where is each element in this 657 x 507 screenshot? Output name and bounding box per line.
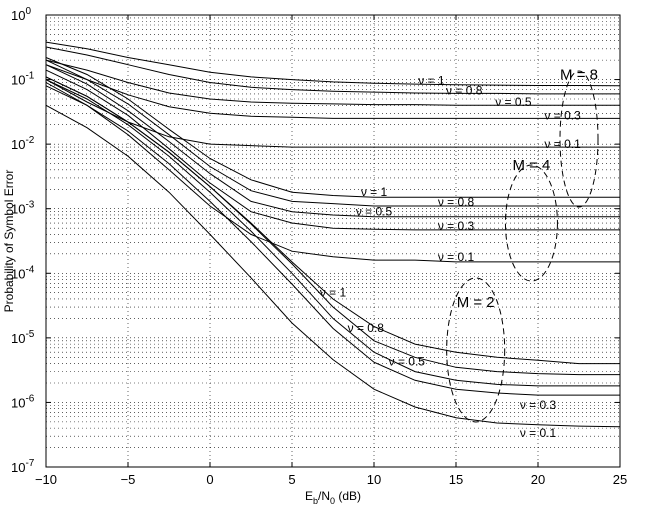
y-tick-exponent: -2 bbox=[25, 135, 34, 146]
y-tick-base: 10 bbox=[11, 202, 25, 217]
x-tick-label: 15 bbox=[449, 472, 463, 487]
axis-ticks: −10 −5 0 5 10 15 20 2510010-110-210-310-410-510… bbox=[11, 6, 627, 487]
curve-label: ν = 0.3 bbox=[544, 108, 581, 122]
x-axis-label-main: E bbox=[305, 489, 313, 503]
y-tick-label: 100 bbox=[11, 6, 31, 23]
curves bbox=[45, 41, 621, 428]
y-tick-exponent: 0 bbox=[25, 6, 31, 17]
y-tick-exponent: -4 bbox=[25, 264, 34, 275]
curve-label: ν = 1 bbox=[320, 286, 347, 300]
curve bbox=[45, 57, 620, 198]
y-tick-label: 10-1 bbox=[11, 71, 35, 88]
y-tick-base: 10 bbox=[11, 460, 25, 475]
curve-label: ν = 0.1 bbox=[544, 137, 581, 151]
curve bbox=[45, 46, 620, 95]
y-tick-label: 10-4 bbox=[11, 264, 35, 281]
x-tick-label: 10 bbox=[367, 472, 381, 487]
y-tick-exponent: -1 bbox=[25, 71, 34, 82]
x-tick-label: 25 bbox=[613, 472, 627, 487]
curve bbox=[45, 59, 620, 106]
curve-label: ν = 1 bbox=[361, 185, 388, 199]
y-axis-label: Probability of Symbol Error bbox=[2, 170, 16, 313]
y-tick-exponent: -7 bbox=[25, 458, 34, 469]
curve bbox=[45, 59, 620, 207]
curve bbox=[45, 41, 621, 87]
y-tick-label: 10-3 bbox=[11, 200, 35, 217]
y-tick-exponent: -5 bbox=[25, 329, 34, 340]
curve-label: ν = 0.5 bbox=[389, 354, 426, 368]
curve-labels: ν = 1ν = 0.8ν = 0.5ν = 0.3ν = 0.1ν = 1ν … bbox=[320, 73, 581, 439]
group-ellipse bbox=[559, 70, 599, 208]
group-label: M = 8 bbox=[560, 67, 598, 84]
curve bbox=[45, 76, 620, 376]
y-tick-label: 10-6 bbox=[11, 393, 35, 410]
curve-label: ν = 0.1 bbox=[520, 426, 557, 440]
curve-label: ν = 0.8 bbox=[446, 83, 483, 97]
y-tick-label: 10-5 bbox=[11, 329, 35, 346]
curve-label: ν = 0.3 bbox=[438, 219, 475, 233]
y-tick-base: 10 bbox=[11, 8, 25, 23]
y-tick-label: 10-7 bbox=[11, 458, 35, 475]
y-tick-base: 10 bbox=[11, 266, 25, 281]
x-tick-label: −5 bbox=[121, 472, 136, 487]
group-ellipse bbox=[446, 277, 506, 423]
plot-frame bbox=[45, 14, 621, 468]
curve-label: ν = 0.8 bbox=[348, 321, 385, 335]
group-ellipses: M = 8 M = 4 M = 2 bbox=[446, 67, 599, 423]
y-tick-base: 10 bbox=[11, 137, 25, 152]
curve-label: ν = 0.1 bbox=[438, 250, 475, 264]
group-label: M = 2 bbox=[457, 294, 495, 311]
curve bbox=[45, 79, 620, 387]
y-tick-exponent: -3 bbox=[25, 200, 34, 211]
y-tick-base: 10 bbox=[11, 331, 25, 346]
y-tick-exponent: -6 bbox=[25, 393, 34, 404]
curve-label: ν = 0.5 bbox=[495, 95, 532, 109]
curve bbox=[45, 85, 620, 396]
x-axis-label: Eb/N0 (dB) bbox=[305, 489, 361, 506]
group-ellipse bbox=[504, 164, 558, 282]
x-tick-label: 0 bbox=[206, 472, 213, 487]
x-tick-label: −10 bbox=[35, 472, 57, 487]
y-tick-base: 10 bbox=[11, 395, 25, 410]
x-tick-label: 20 bbox=[531, 472, 545, 487]
y-tick-label: 10-2 bbox=[11, 135, 35, 152]
curve-label: ν = 0.5 bbox=[356, 205, 393, 219]
x-tick-label: 5 bbox=[288, 472, 295, 487]
x-axis-label-suffix: (dB) bbox=[335, 489, 361, 503]
y-tick-base: 10 bbox=[11, 73, 25, 88]
group-label: M = 4 bbox=[512, 157, 550, 174]
curve bbox=[45, 82, 620, 263]
curve-label: ν = 1 bbox=[418, 73, 445, 87]
curve bbox=[45, 64, 620, 119]
curve-label: ν = 0.8 bbox=[438, 195, 475, 209]
x-axis-label-mid: /N bbox=[318, 489, 330, 503]
x-axis-label-sub1: b bbox=[313, 496, 318, 506]
curve-label: ν = 0.3 bbox=[520, 398, 557, 412]
x-axis-label-sub2: 0 bbox=[330, 496, 335, 506]
curve bbox=[45, 104, 621, 428]
curve bbox=[45, 69, 620, 231]
curve bbox=[45, 64, 620, 218]
